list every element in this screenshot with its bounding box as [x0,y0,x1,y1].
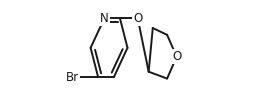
Text: Br: Br [65,71,78,84]
Text: N: N [100,12,108,25]
Text: O: O [171,50,181,63]
Text: O: O [133,12,142,25]
